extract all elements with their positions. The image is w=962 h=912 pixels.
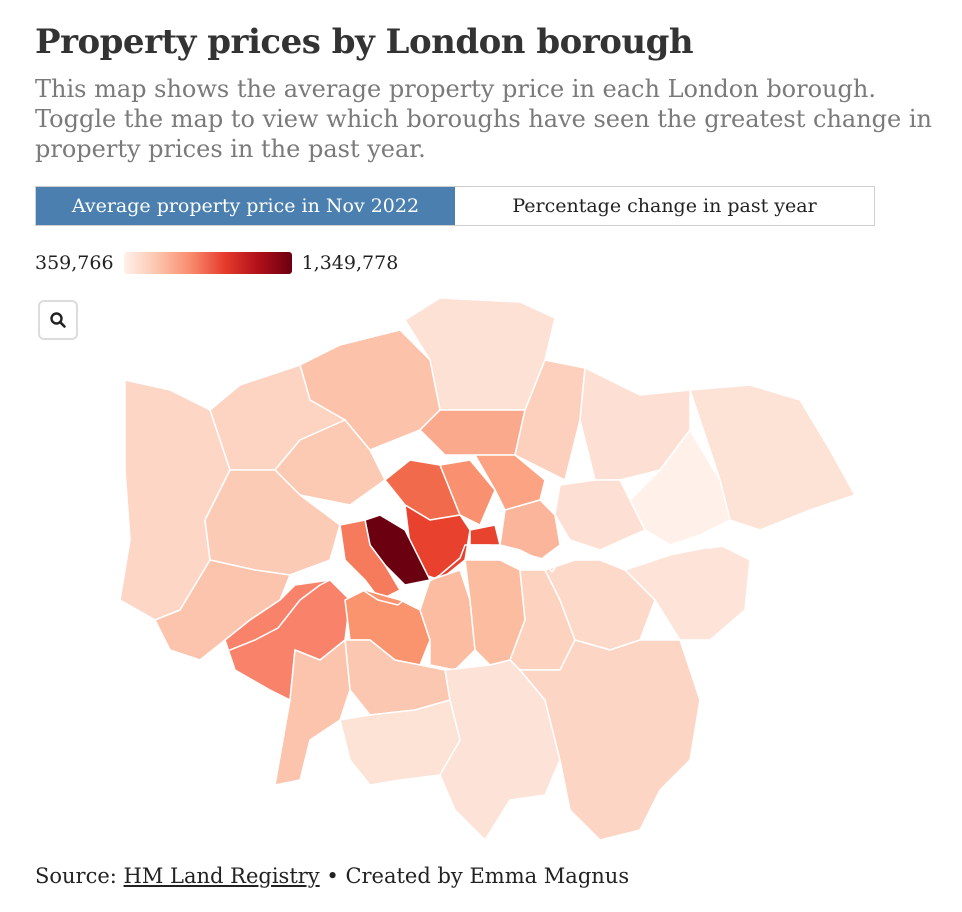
borough-tower-hamlets[interactable] bbox=[499, 499, 561, 561]
legend-min-label: 359,766 bbox=[35, 252, 114, 274]
borough-bromley[interactable] bbox=[519, 639, 701, 841]
london-borough-map bbox=[119, 297, 856, 841]
borough-kingston[interactable] bbox=[274, 639, 351, 786]
borough-waltham-forest[interactable] bbox=[514, 359, 586, 481]
footer-separator: • bbox=[326, 864, 339, 888]
map-toggle: Average property price in Nov 2022 Perce… bbox=[35, 186, 875, 226]
source-link[interactable]: HM Land Registry bbox=[123, 864, 320, 888]
search-icon bbox=[50, 312, 66, 328]
toggle-average-price[interactable]: Average property price in Nov 2022 bbox=[36, 187, 455, 225]
zoom-button[interactable] bbox=[38, 300, 78, 340]
toggle-percentage-change[interactable]: Percentage change in past year bbox=[455, 187, 874, 225]
borough-hammersmith-fulham[interactable] bbox=[339, 519, 401, 601]
borough-greenwich[interactable] bbox=[544, 559, 656, 651]
borough-lambeth[interactable] bbox=[419, 569, 476, 671]
color-legend: 359,766 1,349,778 bbox=[35, 250, 398, 276]
page-subtitle: This map shows the average property pric… bbox=[35, 75, 932, 163]
legend-gradient-bar bbox=[123, 252, 292, 274]
borough-bexley[interactable] bbox=[624, 544, 751, 641]
borough-newham[interactable] bbox=[554, 479, 646, 551]
river-thames bbox=[229, 544, 731, 651]
source-footer: Source: HM Land Registry • Created by Em… bbox=[35, 864, 629, 888]
borough-city-of-london[interactable] bbox=[469, 524, 501, 546]
page-title: Property prices by London borough bbox=[35, 22, 694, 62]
borough-haringey[interactable] bbox=[419, 409, 526, 456]
legend-max-label: 1,349,778 bbox=[301, 252, 399, 274]
borough-islington[interactable] bbox=[439, 459, 496, 526]
borough-brent[interactable] bbox=[274, 419, 386, 506]
borough-croydon[interactable] bbox=[439, 659, 561, 841]
source-prefix: Source: bbox=[35, 864, 117, 888]
borough-shapes bbox=[119, 297, 856, 841]
credit-text: Created by Emma Magnus bbox=[345, 864, 630, 888]
